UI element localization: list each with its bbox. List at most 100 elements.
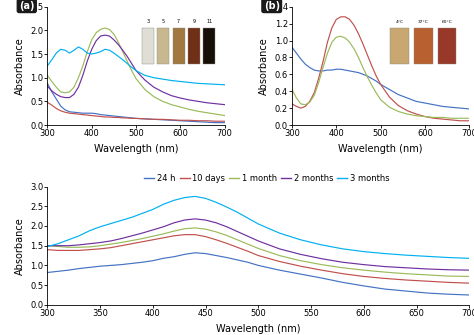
- 2 months: [424, 267, 430, 271]
- 24 h: [171, 255, 177, 259]
- 3 months: [255, 222, 261, 226]
- pH 3: [120, 115, 126, 119]
- 10 days: [55, 249, 61, 253]
- 10 days: [76, 249, 82, 253]
- pH 3: [160, 118, 165, 122]
- 4°C: [369, 76, 374, 80]
- 2 months: [76, 243, 82, 247]
- pH 9: [213, 102, 219, 106]
- pH 7: [54, 85, 59, 89]
- pH 5: [204, 119, 210, 123]
- 4°C: [356, 71, 361, 75]
- 3 months: [203, 196, 209, 200]
- 37°C: [351, 23, 357, 27]
- 2 months: [276, 247, 282, 251]
- 60°C: [374, 91, 379, 95]
- 3 months: [235, 210, 240, 214]
- 1 month: [150, 234, 155, 238]
- 2 months: [446, 268, 451, 272]
- pH 7: [62, 91, 68, 95]
- 60°C: [360, 66, 366, 70]
- 4°C: [307, 66, 312, 70]
- 2 months: [150, 228, 155, 232]
- pH 3: [93, 112, 99, 116]
- 3 months: [182, 196, 187, 200]
- 60°C: [302, 103, 308, 107]
- 3 months: [55, 242, 61, 246]
- 3 months: [171, 198, 177, 202]
- 10 days: [403, 278, 409, 282]
- pH 5: [89, 114, 94, 118]
- pH 9: [169, 94, 174, 98]
- 3 months: [340, 247, 346, 251]
- pH 9: [58, 94, 64, 98]
- 2 months: [161, 225, 166, 229]
- 10 days: [139, 240, 145, 244]
- pH 5: [129, 116, 135, 120]
- 10 days: [224, 241, 229, 245]
- pH 9: [120, 48, 126, 52]
- pH 3: [71, 110, 77, 114]
- 4°C: [293, 51, 299, 55]
- 37°C: [289, 102, 295, 106]
- 1 month: [382, 270, 388, 274]
- 60°C: [289, 87, 295, 91]
- 3 months: [161, 202, 166, 206]
- 1 month: [276, 254, 282, 258]
- 37°C: [369, 64, 374, 68]
- 37°C: [342, 15, 348, 19]
- 4°C: [320, 69, 326, 73]
- 24 h: [203, 252, 209, 256]
- 37°C: [293, 105, 299, 109]
- pH 7: [124, 59, 130, 63]
- pH 7: [80, 64, 86, 68]
- pH 9: [67, 95, 73, 99]
- 37°C: [422, 115, 428, 119]
- Line: 2 months: 2 months: [47, 219, 469, 270]
- 37°C: [356, 32, 361, 36]
- 1 month: [255, 247, 261, 251]
- 60°C: [449, 116, 455, 120]
- 10 days: [66, 249, 72, 253]
- 2 months: [255, 239, 261, 243]
- pH 7: [93, 31, 99, 35]
- pH 9: [93, 39, 99, 43]
- 60°C: [466, 116, 472, 120]
- 3 months: [276, 231, 282, 235]
- Line: pH 7: pH 7: [47, 28, 225, 116]
- pH 9: [116, 43, 121, 47]
- 37°C: [311, 91, 317, 95]
- pH 5: [195, 119, 201, 123]
- pH 5: [49, 103, 55, 107]
- pH 9: [160, 90, 165, 94]
- 4°C: [378, 82, 383, 86]
- 37°C: [298, 106, 304, 110]
- pH 5: [222, 119, 228, 123]
- pH 3: [133, 116, 139, 120]
- pH 11: [151, 76, 156, 80]
- Line: 3 months: 3 months: [47, 196, 469, 258]
- pH 9: [111, 38, 117, 42]
- 24 h: [161, 256, 166, 260]
- pH 11: [177, 79, 183, 83]
- pH 5: [93, 114, 99, 118]
- pH 3: [204, 120, 210, 124]
- 3 months: [403, 253, 409, 257]
- pH 3: [58, 104, 64, 108]
- 60°C: [431, 115, 437, 119]
- pH 5: [75, 112, 81, 116]
- pH 11: [75, 45, 81, 49]
- pH 11: [62, 48, 68, 52]
- 10 days: [192, 232, 198, 237]
- 24 h: [466, 293, 472, 297]
- 3 months: [424, 254, 430, 258]
- 60°C: [413, 114, 419, 118]
- pH 7: [169, 103, 174, 107]
- 3 months: [139, 211, 145, 215]
- 10 days: [319, 268, 324, 272]
- 2 months: [213, 221, 219, 225]
- pH 7: [151, 94, 156, 98]
- 24 h: [403, 289, 409, 293]
- 37°C: [307, 99, 312, 104]
- 37°C: [347, 17, 353, 21]
